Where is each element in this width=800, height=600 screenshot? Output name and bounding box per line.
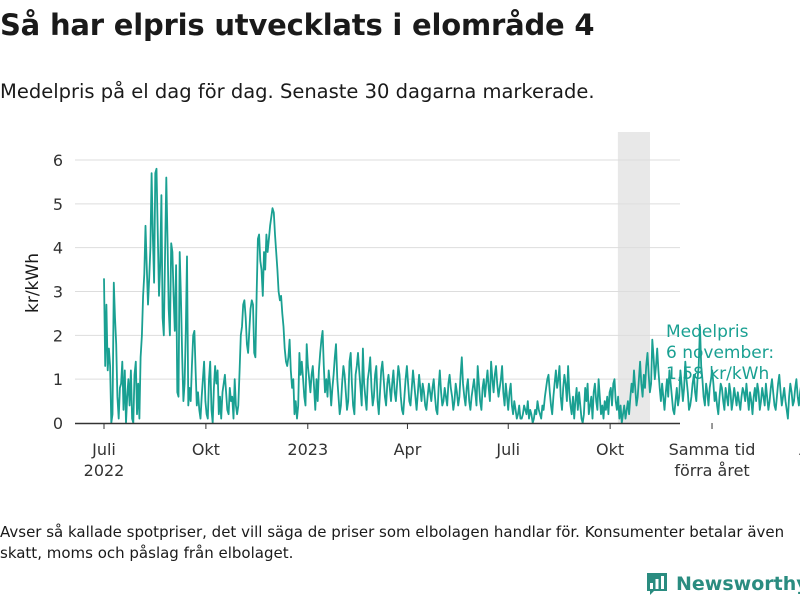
y-tick-label: 4 [53, 239, 63, 258]
line-chart: 0 1 2 3 4 5 6 Juli 2022 Okt 2023 Apr Juli Okt Samma t… [23, 132, 800, 480]
x-axis: Juli 2022 Okt 2023 Apr Juli Okt Samma tid förra … [75, 422, 800, 480]
chart-subtitle: Medelpris på el dag för dag. Senaste 30 … [0, 80, 595, 103]
annotation-text: 6 november: [666, 343, 774, 363]
x-tick-label: Apr [799, 440, 800, 459]
brand-logo[interactable]: Newsworthy [645, 569, 800, 599]
x-tick-label: Juli [91, 440, 116, 459]
x-tick-label: Okt [596, 440, 624, 459]
annotation-text: Medelpris [666, 322, 749, 342]
x-tick-label-line2: förra året [674, 461, 749, 480]
x-tick-label-line2: 2022 [84, 461, 125, 480]
chart-title: Så har elpris utvecklats i elområde 4 [0, 8, 595, 42]
brand-name: Newsworthy [676, 573, 800, 595]
x-tick-label: Apr [394, 440, 422, 459]
y-tick-label: 6 [53, 151, 63, 170]
y-tick-label: 0 [53, 414, 63, 433]
y-tick-label: 2 [53, 326, 63, 345]
series-line [103, 167, 800, 424]
annotation-text: 1,58 kr/kWh [666, 364, 769, 384]
x-tick-label: Juli [495, 440, 520, 459]
x-tick-label: Okt [192, 440, 220, 459]
y-tick-label: 3 [53, 283, 63, 302]
y-tick-label: 5 [53, 195, 63, 214]
newsworthy-logo-icon [647, 573, 667, 595]
series-layer [103, 167, 800, 424]
x-tick-label: Samma tid [669, 440, 756, 459]
footnote: Avser så kallade spotpriser, det vill sä… [0, 523, 785, 562]
x-tick-label: 2023 [287, 440, 328, 459]
y-axis-ticks: 0 1 2 3 4 5 6 [53, 151, 63, 433]
y-axis-label: kr/kWh [23, 253, 43, 313]
y-tick-label: 1 [53, 370, 63, 389]
